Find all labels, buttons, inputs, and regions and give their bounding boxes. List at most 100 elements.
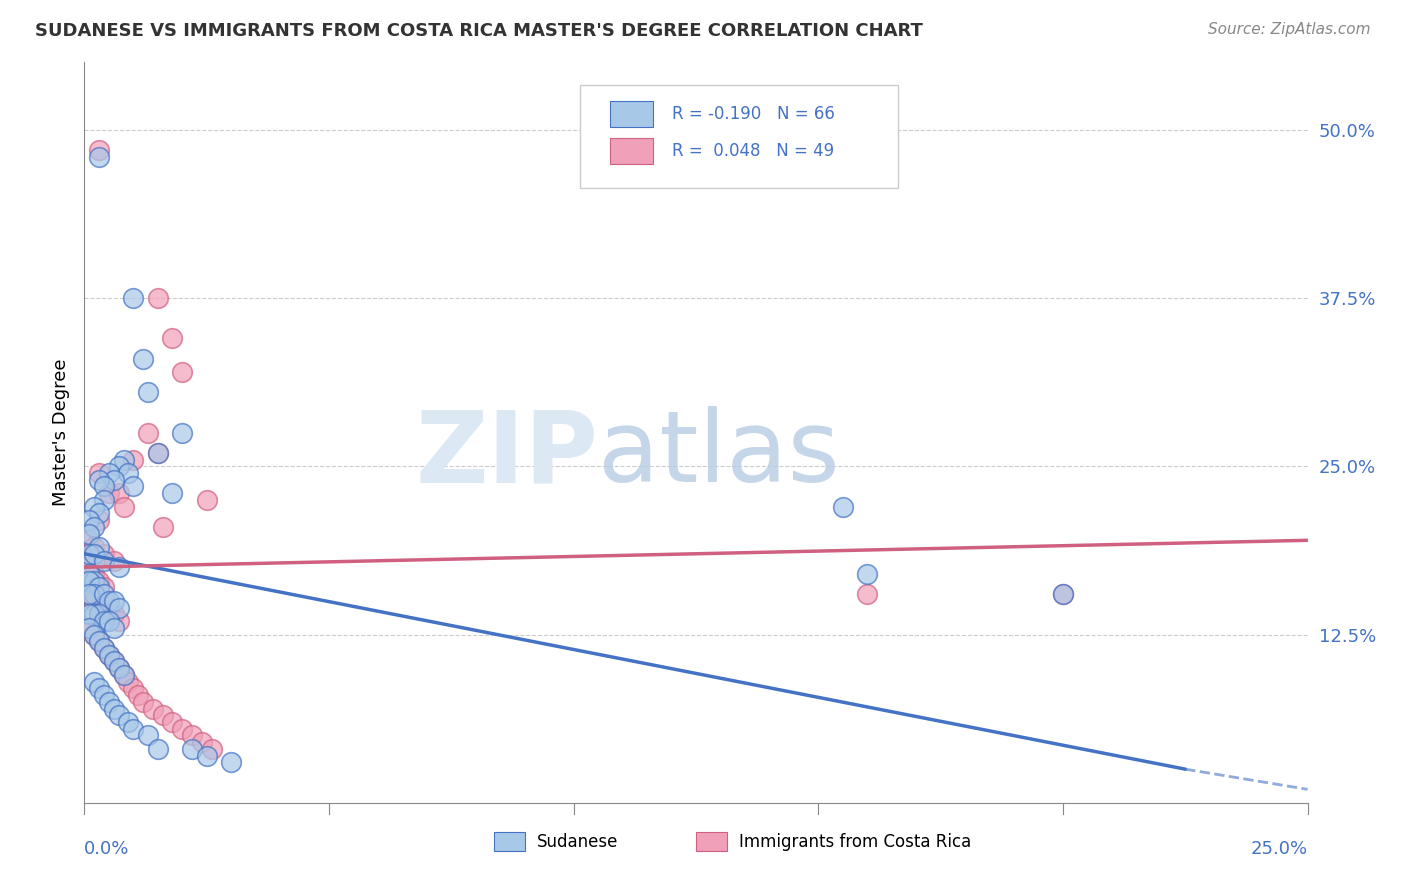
Point: [87, 150, 110, 164]
Point: [93, 547, 115, 561]
Point: [97, 695, 120, 709]
Point: [97, 614, 120, 628]
Point: [83, 520, 105, 534]
Point: [132, 695, 155, 709]
Point: [93, 553, 115, 567]
Point: [132, 351, 155, 366]
Point: [136, 385, 159, 400]
Point: [219, 756, 242, 770]
Point: [117, 674, 139, 689]
Point: [93, 688, 115, 702]
Point: [195, 748, 218, 763]
Text: Source: ZipAtlas.com: Source: ZipAtlas.com: [1208, 22, 1371, 37]
Bar: [610, 138, 654, 164]
Point: [122, 291, 145, 305]
Point: [112, 668, 135, 682]
Point: [87, 540, 110, 554]
Point: [87, 466, 110, 480]
Text: atlas: atlas: [598, 407, 839, 503]
Point: [103, 473, 125, 487]
Point: [103, 655, 125, 669]
Point: [831, 500, 853, 514]
Point: [83, 627, 105, 641]
Point: [87, 581, 110, 595]
Point: [107, 661, 129, 675]
Text: R = -0.190   N = 66: R = -0.190 N = 66: [672, 105, 834, 123]
Point: [146, 291, 169, 305]
Point: [856, 566, 879, 581]
Point: [83, 627, 105, 641]
Point: [107, 708, 129, 723]
Point: [191, 735, 214, 749]
Point: [97, 466, 120, 480]
Point: [103, 621, 125, 635]
Point: [87, 681, 110, 696]
Point: [162, 486, 184, 500]
Point: [97, 600, 120, 615]
Point: [103, 701, 125, 715]
Point: [112, 668, 135, 682]
Point: [107, 600, 129, 615]
Point: [112, 452, 135, 467]
Point: [181, 729, 204, 743]
Point: [162, 331, 184, 345]
Point: [856, 587, 879, 601]
Point: [142, 701, 165, 715]
Point: [77, 566, 100, 581]
Point: [172, 365, 194, 379]
Point: [107, 560, 129, 574]
Point: [122, 452, 145, 467]
Point: [136, 729, 159, 743]
Point: [87, 607, 110, 622]
Text: SUDANESE VS IMMIGRANTS FROM COSTA RICA MASTER'S DEGREE CORRELATION CHART: SUDANESE VS IMMIGRANTS FROM COSTA RICA M…: [35, 22, 922, 40]
Point: [83, 500, 105, 514]
Point: [122, 681, 145, 696]
Point: [83, 594, 105, 608]
Point: [83, 540, 105, 554]
Point: [172, 722, 194, 736]
Point: [83, 674, 105, 689]
FancyBboxPatch shape: [579, 85, 898, 188]
Point: [83, 574, 105, 588]
Point: [77, 621, 100, 635]
Point: [87, 634, 110, 648]
Point: [152, 520, 174, 534]
Point: [172, 425, 194, 440]
Point: [195, 492, 218, 507]
Point: [93, 640, 115, 655]
Point: [117, 466, 139, 480]
Point: [1052, 587, 1074, 601]
Y-axis label: Master's Degree: Master's Degree: [52, 359, 70, 507]
Text: Sudanese: Sudanese: [537, 833, 619, 851]
Bar: [696, 832, 727, 851]
Point: [112, 500, 135, 514]
Point: [77, 547, 100, 561]
Point: [77, 607, 100, 622]
Point: [107, 661, 129, 675]
Point: [87, 513, 110, 527]
Point: [152, 708, 174, 723]
Point: [107, 459, 129, 474]
Point: [117, 714, 139, 729]
Point: [103, 655, 125, 669]
Point: [87, 507, 110, 521]
Point: [77, 587, 100, 601]
Point: [77, 587, 100, 601]
Point: [146, 446, 169, 460]
Point: [87, 634, 110, 648]
Point: [97, 648, 120, 662]
Point: [1052, 587, 1074, 601]
Point: [103, 553, 125, 567]
Point: [181, 742, 204, 756]
Point: [93, 581, 115, 595]
Point: [87, 143, 110, 157]
Point: [107, 486, 129, 500]
Point: [97, 648, 120, 662]
Point: [97, 486, 120, 500]
Point: [146, 742, 169, 756]
Point: [83, 547, 105, 561]
Point: [136, 425, 159, 440]
Point: [77, 513, 100, 527]
Text: 0.0%: 0.0%: [84, 840, 129, 858]
Point: [87, 600, 110, 615]
